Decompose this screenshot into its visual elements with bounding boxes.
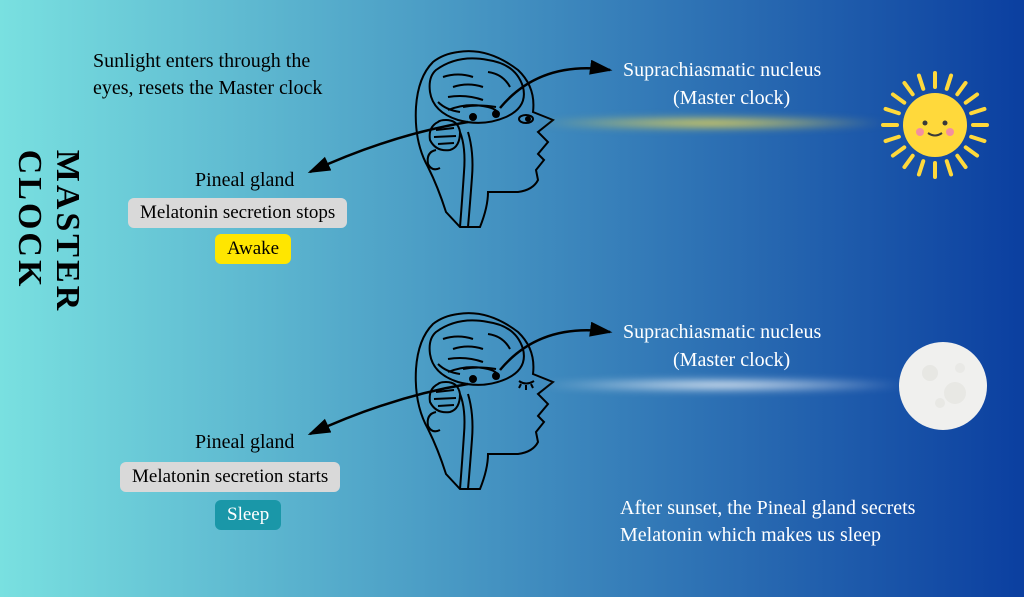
light-beam-moon xyxy=(532,378,912,392)
pineal-label-bottom: Pineal gland xyxy=(195,429,294,456)
moon-icon xyxy=(895,338,991,434)
outro-text: After sunset, the Pineal gland secrets M… xyxy=(620,495,915,549)
scn-label-bottom-2: (Master clock) xyxy=(673,347,790,374)
melatonin-badge-bottom: Melatonin secretion starts xyxy=(120,462,340,492)
state-badge-sleep: Sleep xyxy=(215,500,281,530)
scn-label-bottom-1: Suprachiasmatic nucleus xyxy=(623,319,821,346)
